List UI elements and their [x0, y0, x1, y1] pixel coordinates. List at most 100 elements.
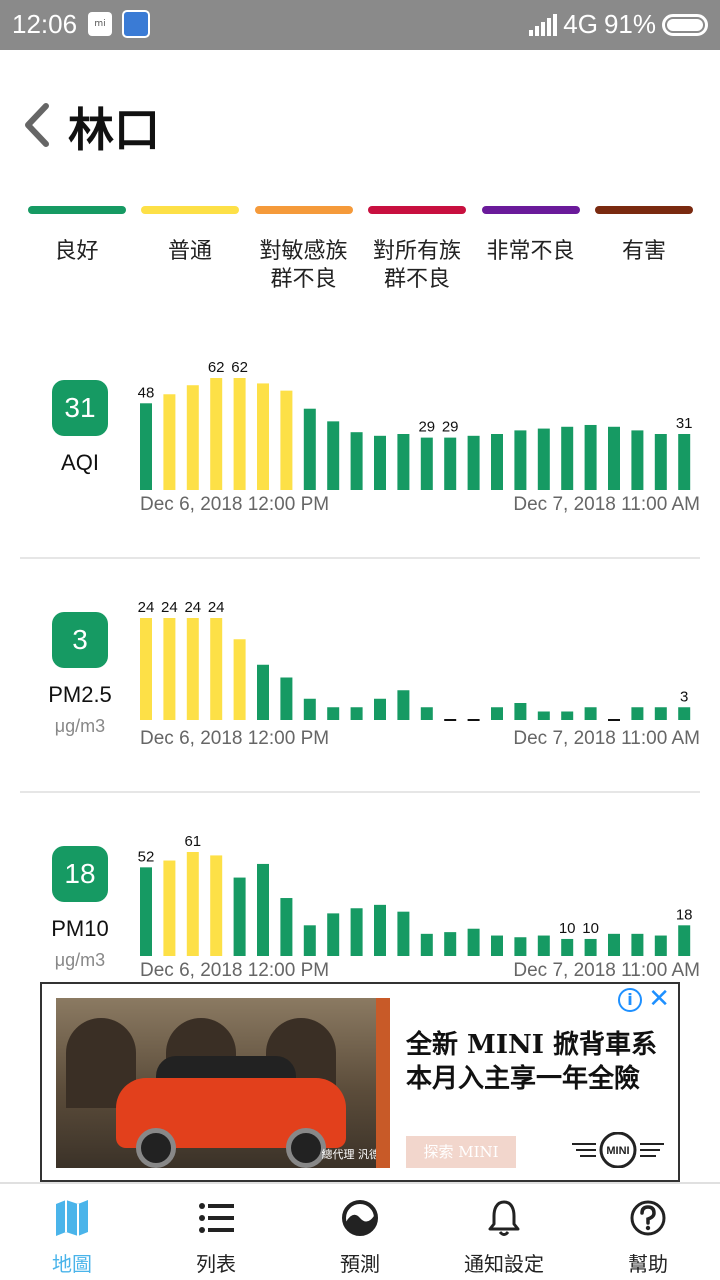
chart-bar[interactable] [163, 394, 176, 490]
chart-bar[interactable] [374, 904, 386, 956]
nav-item-forecast[interactable]: 預測 [288, 1184, 432, 1280]
chart-bar[interactable] [233, 378, 246, 490]
chart-bar[interactable] [444, 932, 457, 956]
legend-item: 非常不良 [474, 206, 587, 266]
chart-bar[interactable] [350, 908, 363, 956]
chart-bar[interactable] [257, 664, 269, 720]
chart-bar[interactable] [163, 618, 176, 720]
chart-bar[interactable] [467, 928, 480, 956]
chart-bar[interactable] [397, 690, 410, 720]
chart-bar[interactable] [631, 933, 644, 956]
chart-bar[interactable] [210, 618, 223, 720]
chart-bar[interactable] [654, 707, 667, 720]
chart-bar[interactable] [350, 432, 363, 490]
chart-bar[interactable] [561, 938, 574, 956]
map-icon [56, 1200, 88, 1236]
chart-data-label: 3 [680, 688, 688, 705]
chart-bar[interactable] [514, 937, 527, 956]
chart-bar[interactable] [467, 435, 480, 490]
pm25-chart-start-date: Dec 6, 2018 12:00 PM [140, 728, 330, 749]
bar-chart-svg: 48 62 62 29 29 31 [138, 359, 693, 490]
chart-bar[interactable] [420, 707, 433, 720]
status-right: 4G 91% [529, 9, 708, 40]
chart-bar[interactable] [537, 935, 550, 956]
legend-label: 普通 [134, 238, 247, 266]
chart-bar[interactable] [280, 677, 293, 721]
chart-bar[interactable] [280, 898, 293, 956]
chart-bar[interactable] [186, 385, 199, 490]
chart-bar[interactable] [350, 707, 363, 720]
nav-item-map[interactable]: 地圖 [0, 1184, 144, 1280]
chart-bar[interactable] [397, 434, 410, 490]
chart-bar[interactable] [280, 390, 293, 490]
chart-bar[interactable] [327, 707, 340, 720]
chart-data-label: 24 [184, 599, 201, 616]
chart-bar[interactable] [186, 852, 199, 956]
chart-bar[interactable] [327, 421, 340, 490]
ad-cta-button[interactable]: 探索 MINI [406, 1136, 516, 1168]
chart-bar[interactable] [233, 877, 246, 956]
chart-bar[interactable] [140, 403, 152, 490]
chart-bar[interactable] [678, 434, 691, 490]
legend-color-bar [27, 206, 126, 214]
chart-bar[interactable] [491, 935, 503, 956]
chart-data-label: 62 [208, 359, 225, 376]
chart-bar[interactable] [608, 933, 620, 956]
pm25-label: PM2.5 [48, 682, 112, 707]
chart-bar[interactable] [678, 707, 691, 720]
chart-bar[interactable] [140, 618, 152, 720]
chart-bar[interactable] [654, 434, 667, 490]
chart-bar[interactable] [303, 698, 316, 720]
chart-bar[interactable] [608, 426, 620, 490]
chart-bar[interactable] [561, 711, 574, 721]
chart-bar[interactable] [420, 437, 433, 490]
chart-bar[interactable] [397, 911, 410, 956]
chart-bar[interactable] [303, 925, 316, 956]
chart-bar[interactable] [584, 707, 597, 720]
ad-close-icon[interactable]: ✕ [648, 984, 670, 1014]
chart-bar[interactable] [163, 860, 176, 956]
chart-bar[interactable] [491, 707, 503, 720]
back-arrow-icon[interactable] [18, 100, 58, 150]
chart-bar[interactable] [444, 437, 457, 490]
chart-bar[interactable] [561, 426, 574, 490]
chart-bar[interactable] [257, 383, 269, 490]
ad-info-icon[interactable]: i [618, 988, 642, 1012]
nav-item-list[interactable]: 列表 [144, 1184, 288, 1280]
chart-bar[interactable] [303, 408, 316, 490]
ad-accent-stripe [376, 998, 390, 1168]
chart-bar[interactable] [631, 430, 644, 490]
chart-bar[interactable] [233, 639, 246, 720]
chart-bar[interactable] [584, 424, 597, 490]
chart-data-label: 10 [559, 920, 576, 937]
chart-bar[interactable] [584, 938, 597, 956]
chart-bar[interactable] [678, 925, 691, 956]
ad-car-image[interactable]: 總代理 汎德 [56, 998, 390, 1168]
mini-logo-icon: MINI [572, 1132, 664, 1168]
chart-bar[interactable] [631, 707, 644, 720]
ad-banner[interactable]: 總代理 汎德 全新 MINI 掀背車系 本月入主享一年全險 探索 MINI MI… [40, 982, 680, 1182]
chart-bar[interactable] [420, 933, 433, 956]
nav-item-help[interactable]: 幫助 [576, 1184, 720, 1280]
chart-bar[interactable] [654, 935, 667, 956]
chart-bar[interactable] [374, 435, 386, 490]
chart-bar[interactable] [491, 434, 503, 490]
legend-label: 對所有族 群不良 [361, 238, 474, 294]
chart-bar[interactable] [374, 698, 386, 720]
ad-headline[interactable]: 全新 MINI 掀背車系 本月入主享一年全險 [406, 1028, 657, 1096]
nav-item-notifications[interactable]: 通知設定 [432, 1184, 576, 1280]
legend-color-bar [481, 206, 580, 214]
pm10-chart-start-date: Dec 6, 2018 12:00 PM [140, 960, 330, 981]
chart-bar[interactable] [537, 428, 550, 490]
chart-bar[interactable] [514, 703, 527, 720]
chart-bar[interactable] [257, 863, 269, 956]
chart-bar[interactable] [537, 711, 550, 721]
nav-label: 通知設定 [464, 1252, 544, 1276]
chart-bar[interactable] [140, 867, 152, 956]
chart-bar[interactable] [514, 430, 527, 490]
chart-bar[interactable] [210, 378, 223, 490]
chart-bar[interactable] [327, 913, 340, 956]
pm10-chart: 52 61 10 10 18 Dec 6, 2018 12:00 PM Dec 7, 2… [138, 824, 700, 984]
chart-bar[interactable] [210, 855, 223, 956]
chart-bar[interactable] [186, 618, 199, 720]
